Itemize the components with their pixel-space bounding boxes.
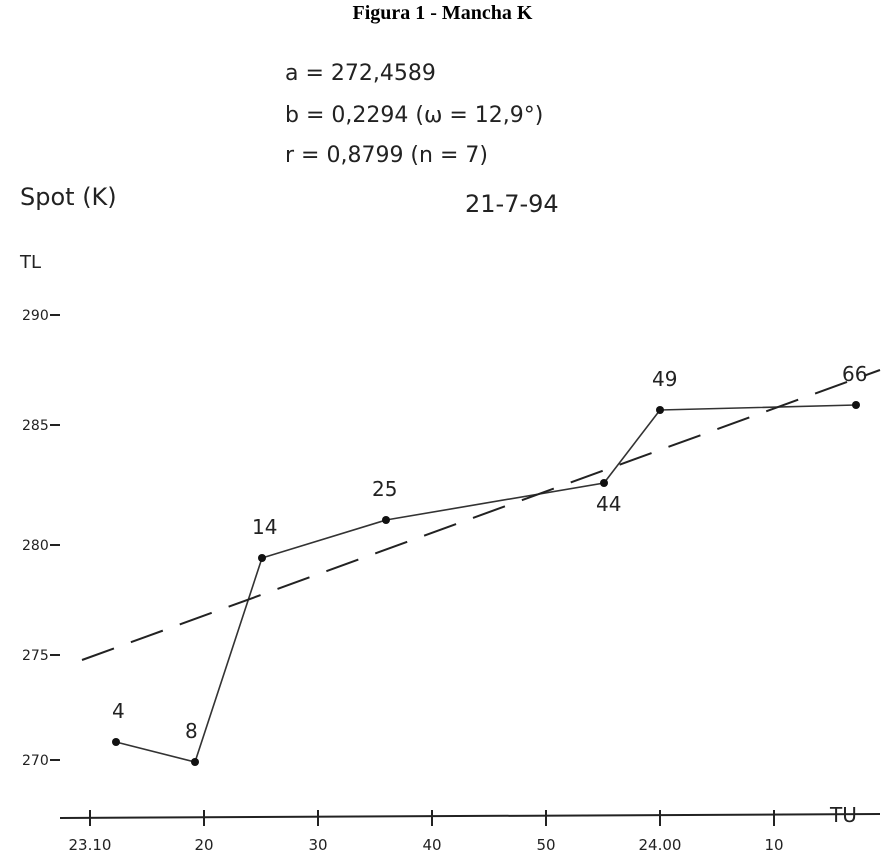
x-tick-label: 30 xyxy=(308,836,327,854)
data-point-label: 25 xyxy=(372,477,397,501)
data-point xyxy=(112,738,120,746)
x-tick-label: 40 xyxy=(422,836,441,854)
x-tick-label: 10 xyxy=(764,836,783,854)
data-point xyxy=(258,554,266,562)
x-tick-label: 23.10 xyxy=(69,836,112,854)
y-tick-label: 290 xyxy=(22,308,49,324)
y-axis-label: TL xyxy=(19,252,41,273)
data-line xyxy=(115,404,857,763)
data-point xyxy=(852,401,860,409)
data-point-label: 8 xyxy=(185,719,198,743)
data-point xyxy=(191,758,199,766)
fit-b-annotation: b = 0,2294 (ω = 12,9°) xyxy=(285,103,543,128)
y-tick-label: 270 xyxy=(22,753,49,769)
fit-a-annotation: a = 272,4589 xyxy=(285,61,436,86)
regression-line xyxy=(81,369,881,661)
figure-title: Figura 1 - Mancha K xyxy=(352,2,533,24)
data-point xyxy=(600,479,608,487)
x-tick-label: 50 xyxy=(536,836,555,854)
data-point-label: 49 xyxy=(652,367,677,391)
chart-title: Spot (K) xyxy=(20,183,117,211)
x-tick-label: 20 xyxy=(194,836,213,854)
data-point xyxy=(656,406,664,414)
data-point xyxy=(382,516,390,524)
y-tick-label: 285 xyxy=(22,418,49,434)
data-point-label: 44 xyxy=(596,492,621,516)
y-tick-label: 280 xyxy=(22,538,49,554)
fit-r-annotation: r = 0,8799 (n = 7) xyxy=(285,143,488,168)
data-point-label: 14 xyxy=(252,515,277,539)
chart-date: 21-7-94 xyxy=(465,190,559,218)
x-axis-line xyxy=(59,813,881,819)
data-point-label: 4 xyxy=(112,699,125,723)
x-tick-label: 24.00 xyxy=(639,836,682,854)
y-tick-label: 275 xyxy=(22,648,49,664)
